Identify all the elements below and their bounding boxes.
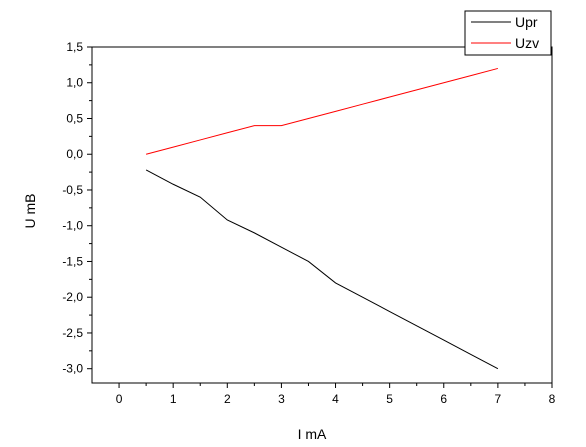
y-tick-label: -1,0 [62,219,83,233]
y-tick-label: -1,5 [62,254,83,268]
x-axis-label: I mA [298,426,327,442]
legend: Upr Uzv [464,10,552,56]
series-line-upr [145,169,499,370]
y-tick-label: 1,5 [66,40,83,54]
x-tick-label: 1 [170,392,177,406]
series-line-uzv [145,67,499,155]
x-axis: 0 1 2 3 4 5 6 7 8 [116,383,556,406]
x-tick-label: 0 [116,392,123,406]
x-tick-label: 3 [278,392,285,406]
x-tick-label: 5 [386,392,393,406]
y-tick-label: 0,0 [66,147,83,161]
x-tick-label: 2 [224,392,231,406]
plot-frame [91,46,553,384]
y-tick-label: -2,5 [62,326,83,340]
y-axis: 1,5 1,0 0,5 0,0 -0,5 -1,0 -1,5 -2,0 -2,5 -3,0 [62,40,92,376]
plot-area [91,46,553,384]
y-tick-label: -0,5 [62,183,83,197]
x-tick-label: 8 [549,392,556,406]
y-tick-label: -3,0 [62,362,83,376]
x-tick-label: 4 [332,392,339,406]
y-tick-label: 1,0 [66,76,83,90]
x-tick-label: 6 [440,392,447,406]
legend-box [464,10,552,56]
x-tick-label: 7 [495,392,502,406]
legend-label-upr: Upr [515,14,538,30]
series-layer [145,67,499,370]
legend-label-uzv: Uzv [515,35,539,51]
y-axis-label: U mB [22,194,38,229]
y-tick-label: 0,5 [66,111,83,125]
y-tick-label: -2,0 [62,290,83,304]
